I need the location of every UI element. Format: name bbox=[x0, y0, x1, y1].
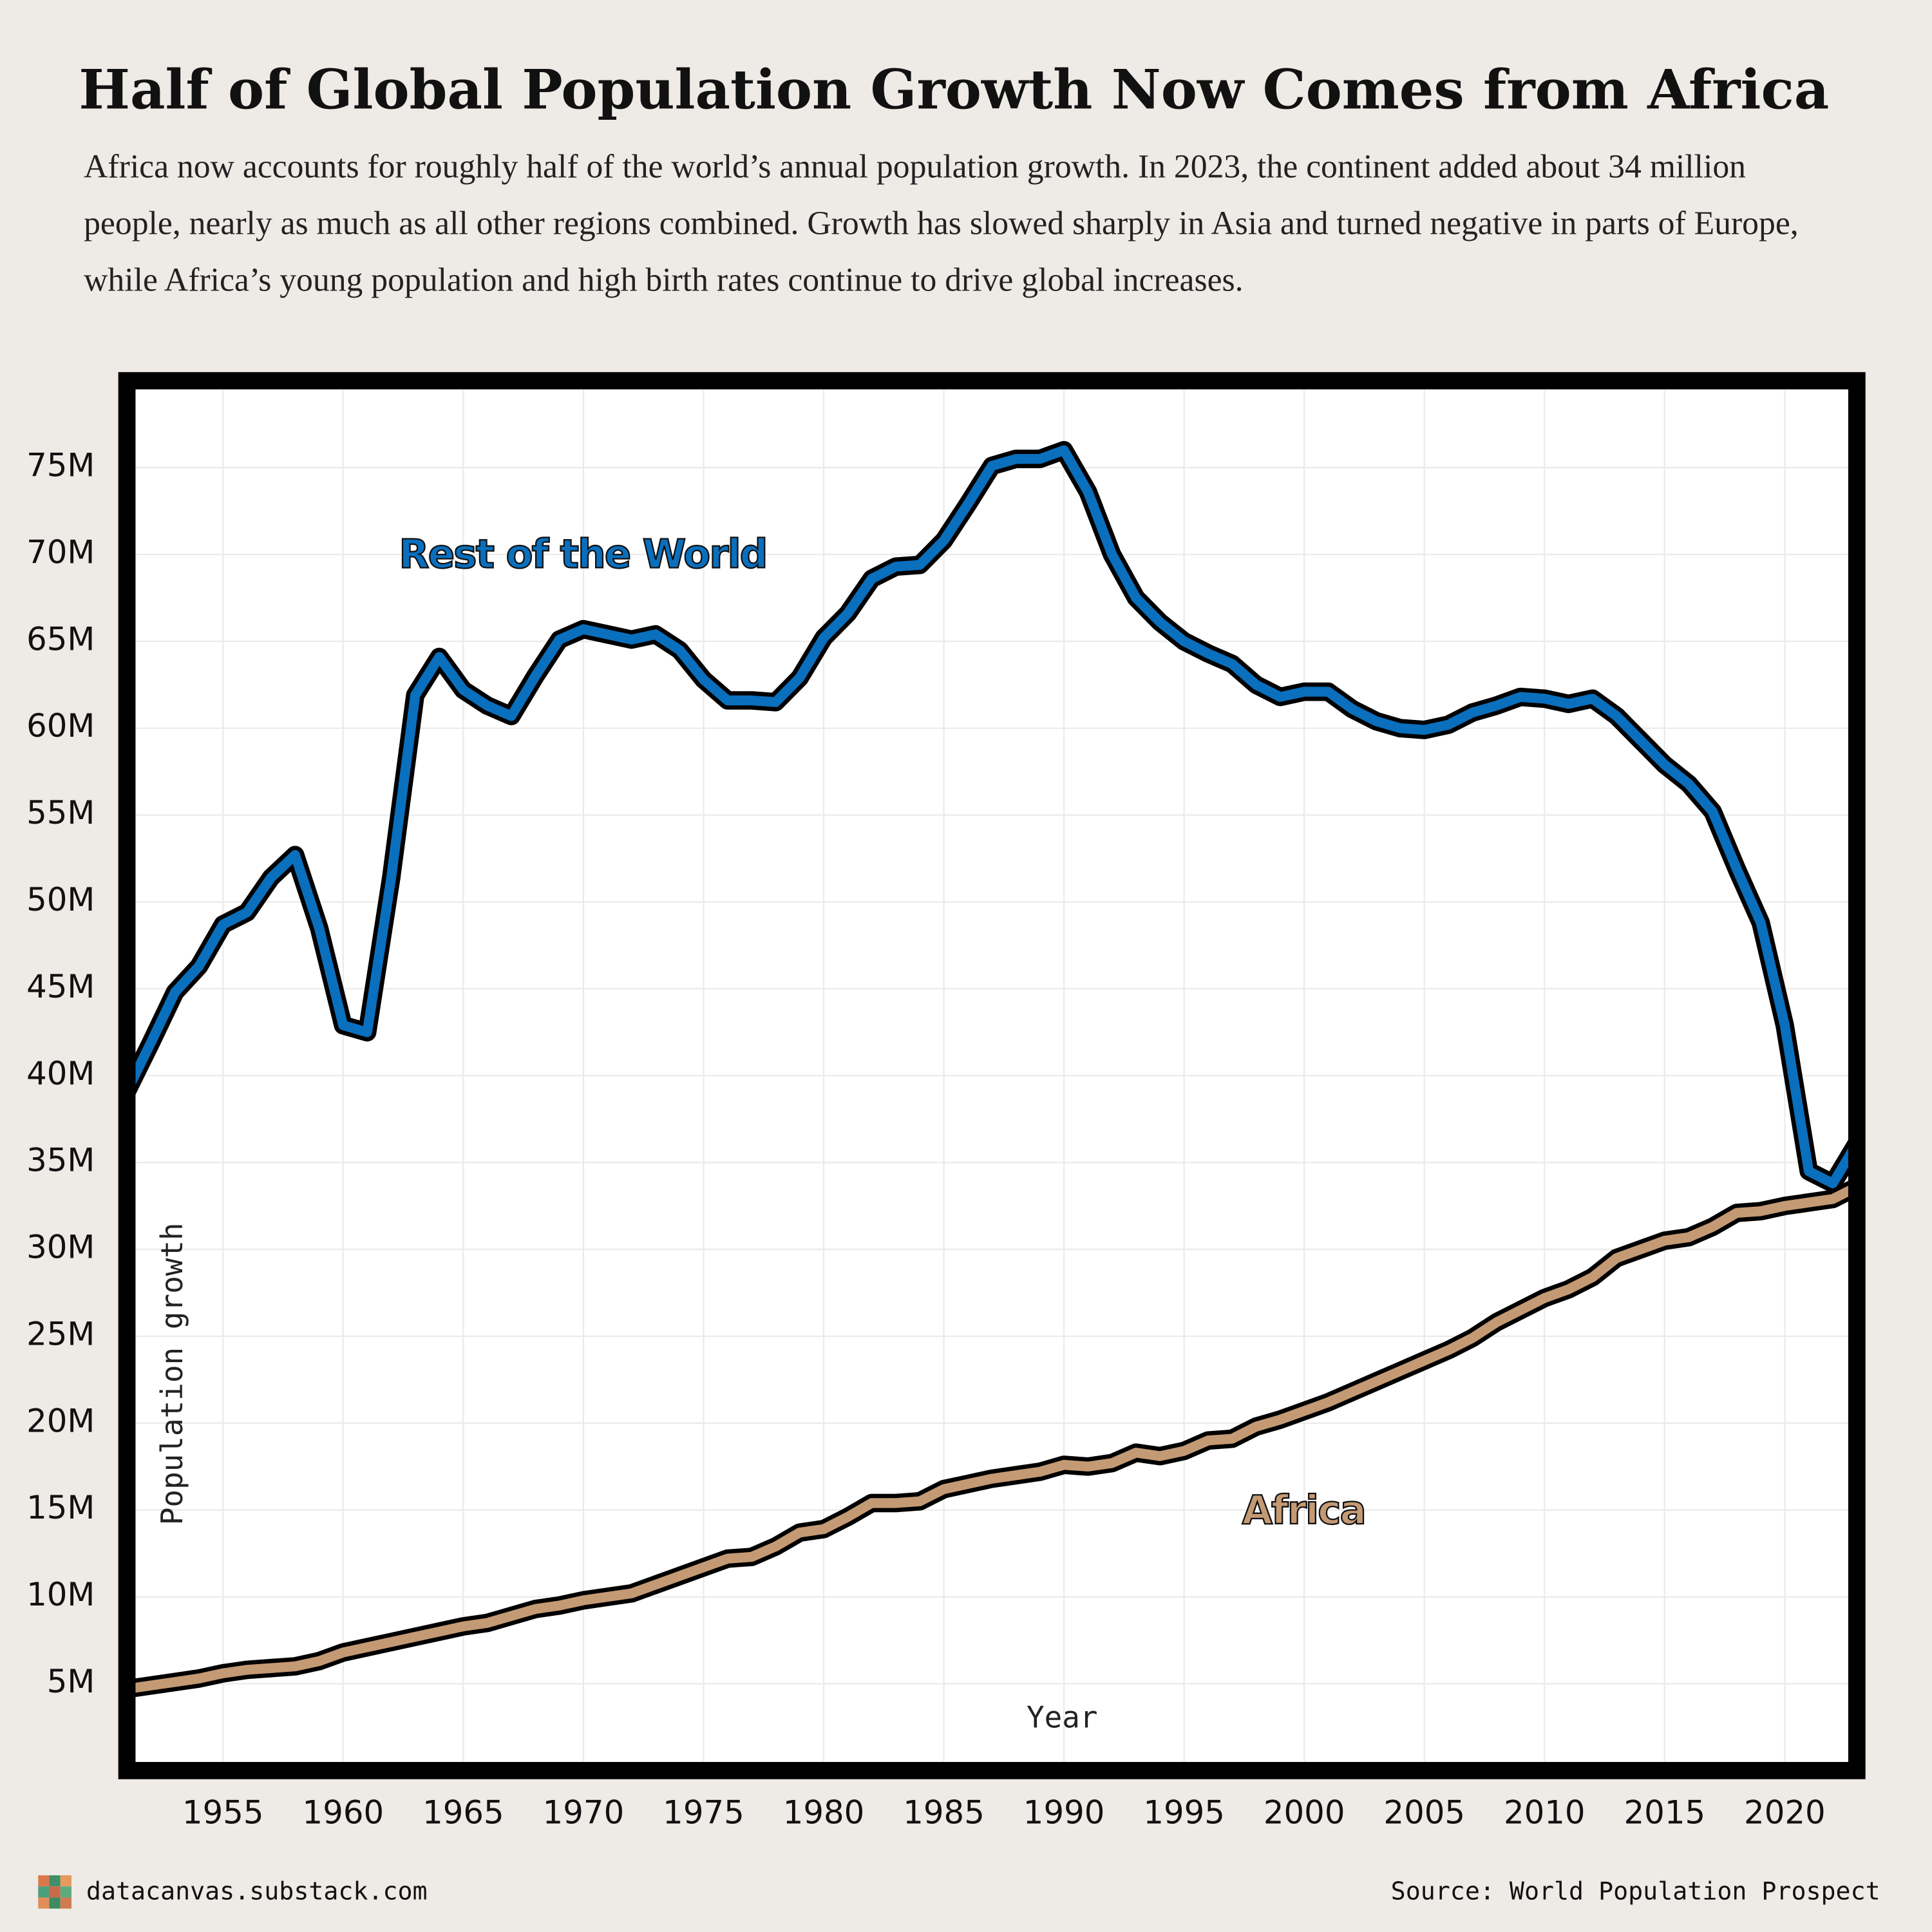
y-tick-label: 35M bbox=[26, 1142, 95, 1179]
y-tick-label: 55M bbox=[26, 794, 95, 831]
x-tick-label: 1995 bbox=[1143, 1794, 1225, 1832]
y-tick-label: 5M bbox=[47, 1663, 95, 1700]
x-tick-label: 2005 bbox=[1383, 1794, 1465, 1832]
y-tick-label: 65M bbox=[26, 620, 95, 658]
subtitle-box: Africa now accounts for roughly half of … bbox=[84, 147, 1799, 299]
plot-frame bbox=[118, 372, 1866, 1779]
y-tick-label: 30M bbox=[26, 1229, 95, 1266]
y-tick-label: 75M bbox=[26, 447, 95, 484]
chart-title: Half of Global Population Growth Now Com… bbox=[79, 57, 1829, 121]
x-tick-label: 1985 bbox=[903, 1794, 985, 1832]
y-tick-label: 20M bbox=[26, 1402, 95, 1439]
y-tick-label: 25M bbox=[26, 1315, 95, 1352]
y-tick-label: 60M bbox=[26, 707, 95, 744]
series-line bbox=[127, 445, 1857, 1189]
y-tick-label: 50M bbox=[26, 881, 95, 918]
x-tick-label: 1960 bbox=[303, 1794, 384, 1832]
chart-subtitle: Africa now accounts for roughly half of … bbox=[84, 147, 1799, 299]
series-annotation: Rest of the World bbox=[399, 531, 766, 577]
y-tick-label: 45M bbox=[26, 968, 95, 1005]
y-tick-label: 10M bbox=[26, 1576, 95, 1613]
x-tick-label: 1965 bbox=[422, 1794, 504, 1832]
y-tick-label: 70M bbox=[26, 533, 95, 571]
series-annotation: Africa bbox=[1242, 1488, 1365, 1533]
x-axis-label: Year bbox=[1027, 1700, 1098, 1734]
x-tick-label: 2010 bbox=[1504, 1794, 1586, 1832]
x-tick-label: 1970 bbox=[543, 1794, 625, 1832]
lines bbox=[127, 440, 1857, 1698]
x-tick-label: 2015 bbox=[1624, 1794, 1706, 1832]
series-line bbox=[127, 1182, 1857, 1694]
footer-source: Source: World Population Prospect bbox=[1391, 1877, 1880, 1906]
x-tick-label: 2000 bbox=[1264, 1794, 1345, 1832]
y-tick-label: 15M bbox=[26, 1489, 95, 1526]
logo bbox=[38, 1875, 71, 1909]
y-axis-label: Population growth bbox=[155, 1222, 189, 1525]
y-tick-label: 40M bbox=[26, 1055, 95, 1092]
x-tick-label: 1980 bbox=[783, 1794, 865, 1832]
x-tick-label: 1955 bbox=[182, 1794, 264, 1832]
x-tick-label: 2020 bbox=[1744, 1794, 1826, 1832]
x-tick-label: 1975 bbox=[663, 1794, 744, 1832]
footer-credit: datacanvas.substack.com bbox=[86, 1877, 428, 1906]
x-tick-label: 1990 bbox=[1023, 1794, 1105, 1832]
